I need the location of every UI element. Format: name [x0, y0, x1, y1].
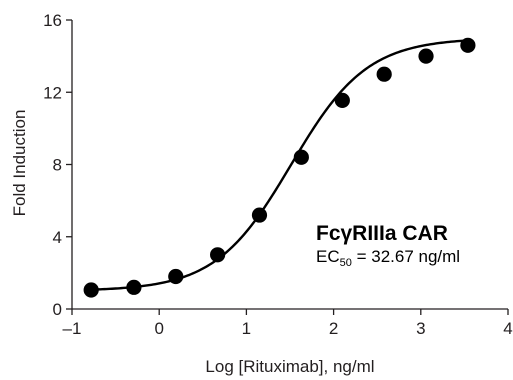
- y-axis-title: Fold Induction: [10, 110, 29, 217]
- x-tick-label: 0: [154, 319, 163, 338]
- data-point: [460, 37, 476, 53]
- y-tick-label: 12: [43, 83, 62, 102]
- annotation-title: FcγRIIIa CAR: [316, 222, 448, 245]
- x-tick-label: 2: [329, 319, 338, 338]
- data-point: [83, 282, 99, 298]
- data-points: [83, 37, 476, 298]
- data-point: [210, 247, 226, 263]
- x-tick-label: 3: [416, 319, 425, 338]
- data-point: [251, 207, 268, 223]
- ec50-value: = 32.67 ng/ml: [352, 247, 460, 266]
- data-point: [168, 268, 184, 285]
- data-point: [126, 279, 142, 295]
- x-tick-label: 4: [503, 319, 512, 338]
- data-point: [334, 92, 350, 108]
- annotation-ec50: EC50 = 32.67 ng/ml: [316, 247, 460, 269]
- x-tick-label: –1: [63, 319, 82, 338]
- data-point: [376, 66, 392, 82]
- y-tick-label: 16: [43, 11, 62, 30]
- ec50-prefix: EC: [316, 247, 340, 266]
- ec50-subscript: 50: [340, 257, 352, 269]
- data-point: [418, 48, 434, 64]
- fit-curve: [91, 39, 468, 291]
- x-axis-title: Log [Rituximab], ng/ml: [205, 357, 374, 376]
- y-tick-label: 4: [53, 228, 62, 247]
- y-tick-label: 8: [53, 156, 62, 175]
- y-tick-label: 0: [53, 300, 62, 319]
- data-point: [293, 149, 309, 165]
- x-tick-label: 1: [242, 319, 251, 338]
